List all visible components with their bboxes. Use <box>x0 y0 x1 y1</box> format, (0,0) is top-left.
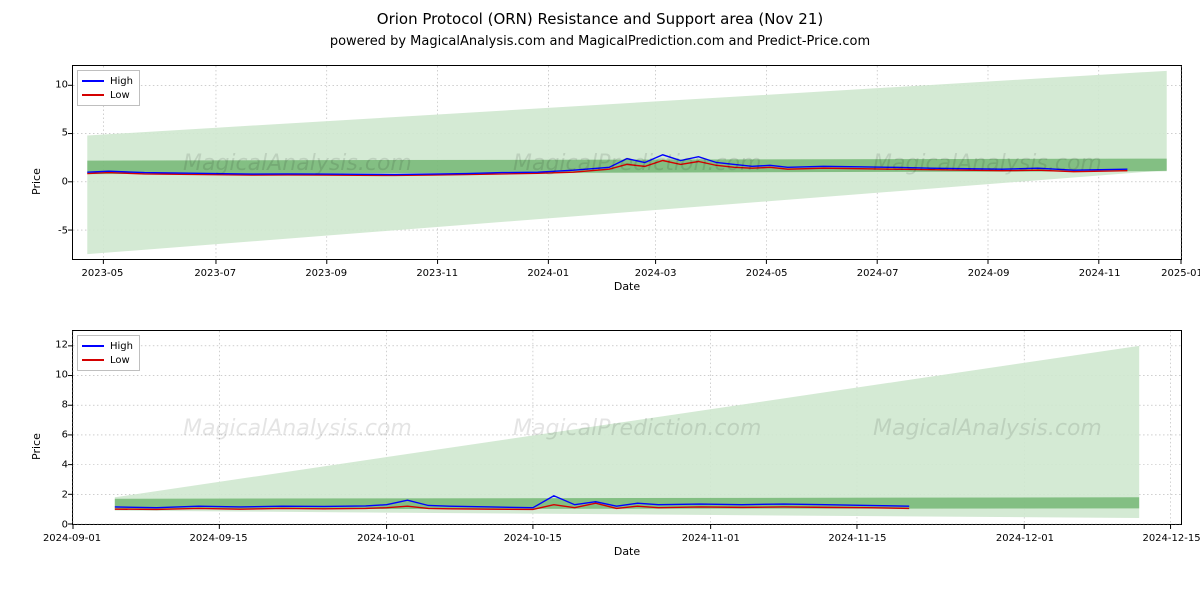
xtick-label: 2023-07 <box>194 268 236 279</box>
xtick-label: 2024-11 <box>1079 268 1121 279</box>
top-chart: High Low MagicalAnalysis.com MagicalPred… <box>72 65 1182 260</box>
bottom-chart: High Low MagicalAnalysis.com MagicalPred… <box>72 330 1182 525</box>
xtick-label: 2024-09 <box>968 268 1010 279</box>
ytick-label: 4 <box>8 460 68 471</box>
xtick-label: 2024-09-15 <box>190 533 248 544</box>
top-xlabel: Date <box>72 280 1182 293</box>
bottom-chart-svg <box>73 331 1181 524</box>
ytick-label: 10 <box>8 79 68 90</box>
legend-swatch-low <box>82 359 104 361</box>
legend-item-low: Low <box>82 353 133 367</box>
xtick-label: 2025-01 <box>1161 268 1200 279</box>
ytick-label: 8 <box>8 400 68 411</box>
legend-bottom: High Low <box>77 335 140 371</box>
xtick-label: 2023-11 <box>416 268 458 279</box>
xtick-label: 2024-10-15 <box>504 533 562 544</box>
xtick-label: 2024-03 <box>635 268 677 279</box>
chart-title: Orion Protocol (ORN) Resistance and Supp… <box>0 10 1200 28</box>
legend-label-high: High <box>110 76 133 87</box>
ytick-label: 2 <box>8 490 68 501</box>
legend-top: High Low <box>77 70 140 106</box>
xtick-label: 2024-01 <box>527 268 569 279</box>
xtick-label: 2024-05 <box>746 268 788 279</box>
legend-label-high: High <box>110 341 133 352</box>
legend-swatch-high <box>82 345 104 347</box>
ytick-label: 0 <box>8 177 68 188</box>
xtick-label: 2023-09 <box>305 268 347 279</box>
xtick-label: 2024-09-01 <box>43 533 101 544</box>
ytick-label: 10 <box>8 370 68 381</box>
top-chart-svg <box>73 66 1181 259</box>
legend-swatch-low <box>82 94 104 96</box>
ytick-label: 0 <box>8 520 68 531</box>
xtick-label: 2024-11-01 <box>682 533 740 544</box>
ytick-label: 5 <box>8 128 68 139</box>
legend-label-low: Low <box>110 90 130 101</box>
legend-label-low: Low <box>110 355 130 366</box>
ytick-label: -5 <box>8 225 68 236</box>
xtick-label: 2024-10-01 <box>357 533 415 544</box>
legend-item-high: High <box>82 339 133 353</box>
xtick-label: 2024-07 <box>857 268 899 279</box>
bottom-xlabel: Date <box>72 545 1182 558</box>
figure: Orion Protocol (ORN) Resistance and Supp… <box>0 0 1200 600</box>
ytick-label: 12 <box>8 340 68 351</box>
chart-subtitle: powered by MagicalAnalysis.com and Magic… <box>0 34 1200 49</box>
ytick-label: 6 <box>8 430 68 441</box>
xtick-label: 2024-12-01 <box>996 533 1054 544</box>
xtick-label: 2023-05 <box>82 268 124 279</box>
legend-swatch-high <box>82 80 104 82</box>
xtick-label: 2024-11-15 <box>828 533 886 544</box>
legend-item-high: High <box>82 74 133 88</box>
xtick-label: 2024-12-15 <box>1142 533 1200 544</box>
legend-item-low: Low <box>82 88 133 102</box>
